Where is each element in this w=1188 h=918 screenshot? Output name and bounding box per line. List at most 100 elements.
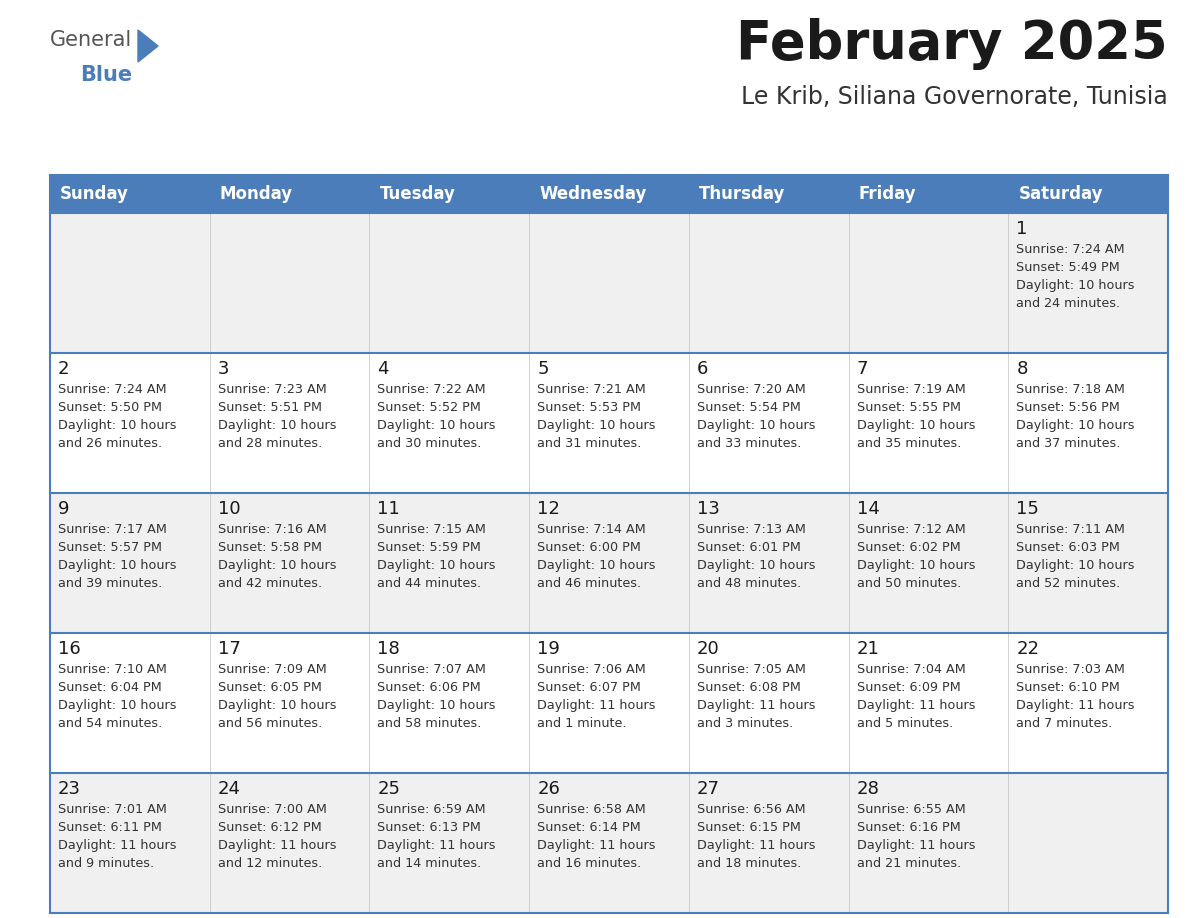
Bar (50, 175, 1168, 213)
Text: 20: 20 (697, 640, 720, 658)
Bar (50, 633, 1168, 773)
Text: Sunrise: 7:13 AM: Sunrise: 7:13 AM (697, 523, 805, 536)
Text: 7: 7 (857, 360, 868, 378)
Text: and 31 minutes.: and 31 minutes. (537, 437, 642, 450)
Text: Sunrise: 7:07 AM: Sunrise: 7:07 AM (378, 663, 486, 676)
Text: and 12 minutes.: and 12 minutes. (217, 857, 322, 870)
Text: 26: 26 (537, 780, 560, 798)
Text: and 16 minutes.: and 16 minutes. (537, 857, 642, 870)
Text: Daylight: 10 hours: Daylight: 10 hours (217, 419, 336, 432)
Text: Daylight: 10 hours: Daylight: 10 hours (537, 559, 656, 572)
Text: Daylight: 10 hours: Daylight: 10 hours (697, 419, 815, 432)
Text: Sunrise: 7:19 AM: Sunrise: 7:19 AM (857, 383, 966, 396)
Text: and 28 minutes.: and 28 minutes. (217, 437, 322, 450)
Text: 16: 16 (58, 640, 81, 658)
Text: Wednesday: Wednesday (539, 185, 646, 203)
Text: Sunrise: 7:17 AM: Sunrise: 7:17 AM (58, 523, 166, 536)
Text: 12: 12 (537, 500, 560, 518)
Bar (50, 773, 1168, 913)
Text: and 54 minutes.: and 54 minutes. (58, 717, 163, 730)
Text: and 44 minutes.: and 44 minutes. (378, 577, 481, 590)
Bar (50, 493, 1168, 633)
Text: Saturday: Saturday (1018, 185, 1102, 203)
Text: Daylight: 10 hours: Daylight: 10 hours (1016, 559, 1135, 572)
Text: Daylight: 10 hours: Daylight: 10 hours (857, 559, 975, 572)
Text: Sunset: 6:08 PM: Sunset: 6:08 PM (697, 681, 801, 694)
Text: 22: 22 (1016, 640, 1040, 658)
Text: 18: 18 (378, 640, 400, 658)
Text: 2: 2 (58, 360, 70, 378)
Text: and 56 minutes.: and 56 minutes. (217, 717, 322, 730)
Text: Sunrise: 7:14 AM: Sunrise: 7:14 AM (537, 523, 646, 536)
Text: Sunrise: 7:03 AM: Sunrise: 7:03 AM (1016, 663, 1125, 676)
Text: and 14 minutes.: and 14 minutes. (378, 857, 481, 870)
Text: Daylight: 10 hours: Daylight: 10 hours (217, 699, 336, 712)
Text: Daylight: 10 hours: Daylight: 10 hours (857, 419, 975, 432)
Text: Sunrise: 7:22 AM: Sunrise: 7:22 AM (378, 383, 486, 396)
Text: February 2025: February 2025 (737, 18, 1168, 70)
Text: and 5 minutes.: and 5 minutes. (857, 717, 953, 730)
Text: 10: 10 (217, 500, 240, 518)
Text: and 18 minutes.: and 18 minutes. (697, 857, 801, 870)
Text: Sunrise: 6:59 AM: Sunrise: 6:59 AM (378, 803, 486, 816)
Text: Sunset: 5:56 PM: Sunset: 5:56 PM (1016, 401, 1120, 414)
Text: Sunset: 5:54 PM: Sunset: 5:54 PM (697, 401, 801, 414)
Text: Daylight: 11 hours: Daylight: 11 hours (217, 839, 336, 852)
Text: Sunrise: 7:11 AM: Sunrise: 7:11 AM (1016, 523, 1125, 536)
Text: Friday: Friday (859, 185, 916, 203)
Polygon shape (138, 30, 158, 62)
Text: Daylight: 10 hours: Daylight: 10 hours (217, 559, 336, 572)
Text: Daylight: 10 hours: Daylight: 10 hours (537, 419, 656, 432)
Text: Daylight: 10 hours: Daylight: 10 hours (58, 699, 177, 712)
Bar (50, 213, 1168, 353)
Text: and 52 minutes.: and 52 minutes. (1016, 577, 1120, 590)
Text: 23: 23 (58, 780, 81, 798)
Text: Daylight: 11 hours: Daylight: 11 hours (378, 839, 495, 852)
Text: and 46 minutes.: and 46 minutes. (537, 577, 642, 590)
Text: Daylight: 11 hours: Daylight: 11 hours (58, 839, 177, 852)
Text: 8: 8 (1016, 360, 1028, 378)
Text: and 42 minutes.: and 42 minutes. (217, 577, 322, 590)
Text: and 48 minutes.: and 48 minutes. (697, 577, 801, 590)
Text: Tuesday: Tuesday (379, 185, 455, 203)
Text: Daylight: 10 hours: Daylight: 10 hours (1016, 279, 1135, 292)
Text: Sunrise: 7:24 AM: Sunrise: 7:24 AM (58, 383, 166, 396)
Text: Sunset: 6:00 PM: Sunset: 6:00 PM (537, 541, 642, 554)
Text: Sunrise: 7:18 AM: Sunrise: 7:18 AM (1016, 383, 1125, 396)
Text: 24: 24 (217, 780, 241, 798)
Text: and 30 minutes.: and 30 minutes. (378, 437, 482, 450)
Text: Monday: Monday (220, 185, 292, 203)
Text: Sunrise: 6:55 AM: Sunrise: 6:55 AM (857, 803, 966, 816)
Text: and 24 minutes.: and 24 minutes. (1016, 297, 1120, 310)
Text: Daylight: 10 hours: Daylight: 10 hours (378, 699, 495, 712)
Text: Daylight: 11 hours: Daylight: 11 hours (697, 699, 815, 712)
Text: and 39 minutes.: and 39 minutes. (58, 577, 163, 590)
Text: and 26 minutes.: and 26 minutes. (58, 437, 162, 450)
Text: and 21 minutes.: and 21 minutes. (857, 857, 961, 870)
Text: Daylight: 10 hours: Daylight: 10 hours (58, 419, 177, 432)
Text: 19: 19 (537, 640, 560, 658)
Text: Sunrise: 7:00 AM: Sunrise: 7:00 AM (217, 803, 327, 816)
Text: General: General (50, 30, 132, 50)
Text: Sunset: 5:53 PM: Sunset: 5:53 PM (537, 401, 642, 414)
Text: Daylight: 10 hours: Daylight: 10 hours (378, 559, 495, 572)
Text: and 50 minutes.: and 50 minutes. (857, 577, 961, 590)
Text: Daylight: 11 hours: Daylight: 11 hours (1016, 699, 1135, 712)
Text: Sunrise: 7:04 AM: Sunrise: 7:04 AM (857, 663, 966, 676)
Bar (50, 353, 1168, 493)
Text: Sunrise: 7:01 AM: Sunrise: 7:01 AM (58, 803, 166, 816)
Text: Sunset: 5:49 PM: Sunset: 5:49 PM (1016, 261, 1120, 274)
Text: Sunset: 6:03 PM: Sunset: 6:03 PM (1016, 541, 1120, 554)
Text: Daylight: 10 hours: Daylight: 10 hours (697, 559, 815, 572)
Text: Sunday: Sunday (61, 185, 128, 203)
Text: Sunrise: 7:23 AM: Sunrise: 7:23 AM (217, 383, 327, 396)
Text: 13: 13 (697, 500, 720, 518)
Text: Sunrise: 7:06 AM: Sunrise: 7:06 AM (537, 663, 646, 676)
Text: Sunset: 6:09 PM: Sunset: 6:09 PM (857, 681, 960, 694)
Text: Sunset: 6:07 PM: Sunset: 6:07 PM (537, 681, 642, 694)
Text: 25: 25 (378, 780, 400, 798)
Text: Sunset: 6:04 PM: Sunset: 6:04 PM (58, 681, 162, 694)
Text: Sunset: 5:51 PM: Sunset: 5:51 PM (217, 401, 322, 414)
Text: Le Krib, Siliana Governorate, Tunisia: Le Krib, Siliana Governorate, Tunisia (741, 85, 1168, 109)
Text: Daylight: 10 hours: Daylight: 10 hours (1016, 419, 1135, 432)
